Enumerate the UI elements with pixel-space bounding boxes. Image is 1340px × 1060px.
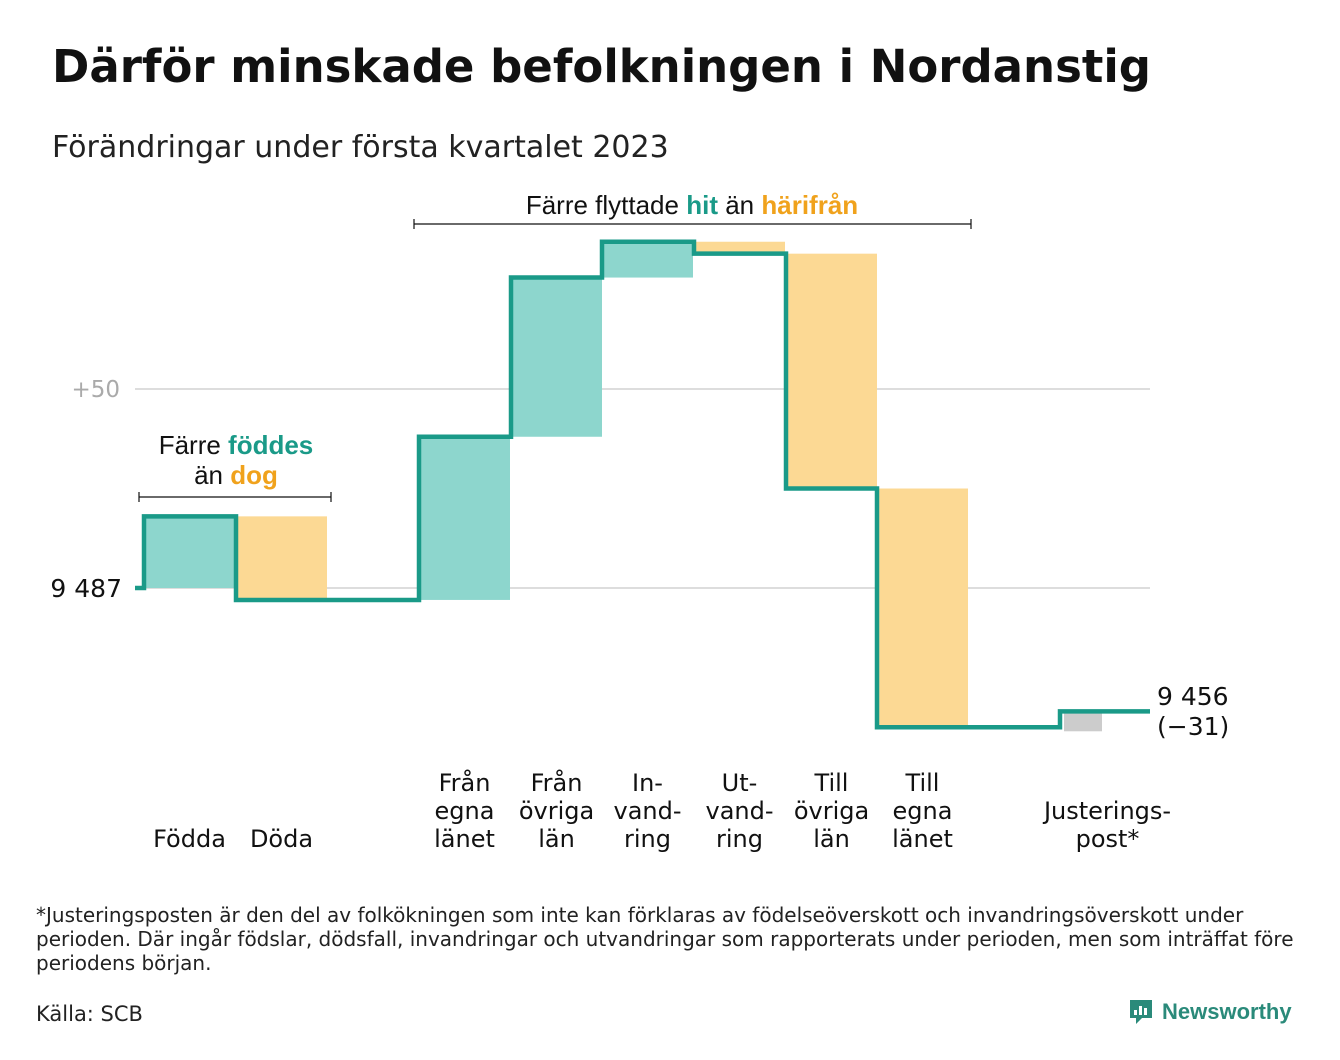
migration-annotation-part-0: Färre flyttade: [526, 190, 686, 220]
category-label-4-0: In-: [632, 769, 663, 797]
migration-annotation-part-1: hit: [686, 190, 718, 220]
cumulative-line: [135, 239, 1150, 730]
chart-title: Därför minskade befolkningen i Nordansti…: [52, 40, 1152, 93]
births-annotation-highlight: föddes: [228, 430, 313, 460]
category-label-7-2: länet: [892, 825, 953, 853]
category-label-1-0: Döda: [250, 825, 313, 853]
bar-3: [511, 277, 602, 437]
category-label-8-0: Justerings-: [1042, 797, 1171, 825]
category-label-8-1: post*: [1076, 825, 1140, 853]
source-label: Källa: SCB: [36, 1002, 143, 1026]
bar-0: [144, 516, 235, 588]
category-label-2-2: länet: [434, 825, 495, 853]
category-label-5-2: ring: [716, 825, 763, 853]
migration-annotation: Färre flyttade hit än härifrån: [526, 190, 858, 220]
category-label-3-0: Från: [531, 768, 583, 797]
category-label-3-1: övriga: [519, 797, 594, 825]
brand-logo: Newsworthy: [1128, 998, 1292, 1026]
newsworthy-logo-icon: [1130, 1000, 1152, 1024]
category-label-3-2: län: [538, 825, 575, 853]
births-annotation-line1: Färre föddes: [159, 430, 314, 460]
bar-4: [602, 241, 693, 278]
chart-subtitle: Förändringar under första kvartalet 2023: [52, 130, 669, 165]
category-label-5-1: vand-: [705, 797, 773, 825]
start-value-label: 9 487: [50, 574, 122, 603]
category-label-7-1: egna: [893, 797, 953, 825]
bar-7: [877, 488, 968, 728]
y-tick-label-50: +50: [71, 377, 120, 403]
brand-name: Newsworthy: [1162, 999, 1292, 1024]
bar-6: [786, 253, 877, 489]
bar-5: [694, 241, 785, 254]
category-label-2-1: egna: [435, 797, 495, 825]
category-label-6-2: län: [813, 825, 850, 853]
bar-1: [236, 516, 327, 600]
category-label-0-0: Födda: [153, 825, 226, 853]
births-annotation-text: Färre: [159, 430, 228, 460]
category-label-4-2: ring: [624, 825, 671, 853]
end-value-label: 9 456: [1157, 682, 1229, 711]
category-label-6-1: övriga: [794, 797, 869, 825]
bar-8: [1064, 711, 1102, 732]
bar-2: [419, 436, 510, 600]
category-label-5-0: Ut-: [722, 769, 758, 797]
births-annotation-text2: än: [194, 460, 230, 490]
end-change-label: (−31): [1157, 712, 1229, 741]
births-annotation-highlight2: dog: [230, 460, 278, 490]
category-label-6-0: Till: [814, 769, 849, 797]
category-label-2-0: Från: [439, 768, 491, 797]
migration-annotation-part-3: härifrån: [761, 190, 858, 220]
births-annotation-line2: än dog: [194, 460, 278, 490]
footnote: *Justeringsposten är den del av folkökni…: [36, 903, 1294, 975]
category-label-4-1: vand-: [613, 797, 681, 825]
category-label-7-0: Till: [905, 769, 940, 797]
migration-annotation-part-2: än: [718, 190, 761, 220]
